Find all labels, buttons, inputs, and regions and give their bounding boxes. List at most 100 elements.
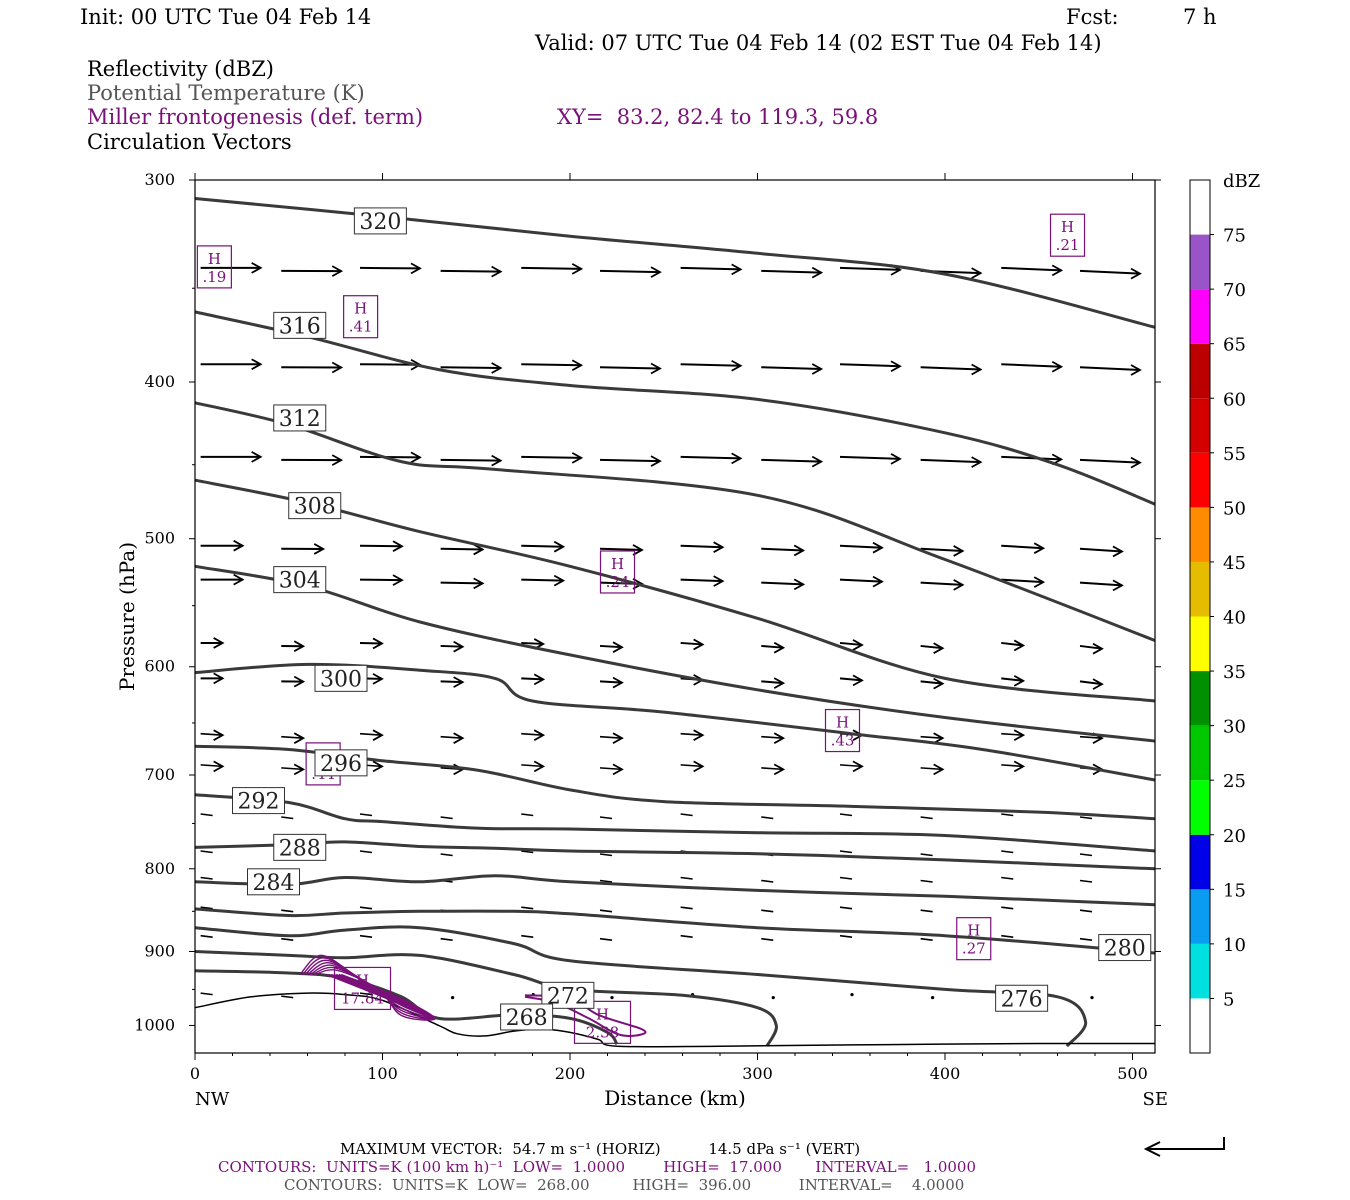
circulation-vector [359,641,383,645]
vector-arrowhead-icon [410,262,422,275]
fronto-contour [307,962,436,1020]
colorbar-swatch [1190,234,1210,290]
circulation-vector [920,853,933,857]
vector-arrowhead-icon [632,544,644,556]
circulation-vector [680,363,741,367]
field-theta: Potential Temperature (K) [87,81,365,105]
circulation-vector [440,581,483,585]
vector-arrowhead-icon [453,640,465,653]
vector-arrowhead-icon [392,540,404,552]
circulation-vector [920,644,943,650]
x-axis-label: Distance (km) [604,1086,746,1110]
vector-arrowhead-icon [693,638,705,651]
circulation-vector [281,909,294,913]
fronto-max-box [305,742,341,786]
theta-contour-308 [194,478,1156,703]
vector-arrowhead-icon [1112,545,1124,558]
colorbar-level: 60 [1223,389,1246,410]
colorbar-level: 75 [1223,226,1246,247]
vector-arrowhead-icon [953,579,965,591]
circulation-vector [440,767,463,771]
fronto-contour [309,964,436,1020]
fronto-max-letter: H [596,1005,609,1023]
colorbar-level: 55 [1223,444,1246,465]
colorbar-swatch [1190,561,1210,617]
vector-arrowhead-icon [693,674,705,686]
circulation-vector [359,876,373,880]
y-tick-label: 400 [144,372,175,391]
circulation-vector [761,458,822,463]
circulation-vector [1079,680,1103,686]
circulation-vector [839,934,853,938]
circulation-vector [839,266,901,271]
circulation-vector [839,455,901,460]
circulation-vector [359,906,373,910]
colorbar-level: 15 [1223,880,1246,901]
circulation-vector [359,813,373,817]
fronto-max-value: .21 [1056,236,1080,254]
fronto-max-value: .41 [349,318,373,336]
theta-contour-292 [194,793,1156,853]
circulation-vector [440,547,483,551]
circulation-vector [1001,544,1044,550]
circulation-vector [200,813,213,817]
circulation-vector [680,641,703,646]
circulation-vector [920,680,943,685]
vector-arrowhead-icon [933,732,945,744]
colorbar-level: 25 [1223,771,1246,792]
theta-contour-288 [194,840,1156,871]
reference-vector-arrow-icon [1143,1137,1225,1157]
circulation-vector [521,732,544,736]
circulation-vector [839,641,863,646]
colorbar-swatch [1190,452,1210,508]
circulation-vector [761,735,784,739]
vector-arrowhead-icon [1033,576,1046,588]
circulation-vector [1001,455,1062,461]
vector-arrowhead-icon [293,763,306,776]
circulation-vector [680,578,723,583]
theta-label-box [314,664,368,692]
circulation-vector [761,581,804,586]
theta-label-284: 284 [253,871,295,896]
x-tick-label: 400 [930,1064,961,1083]
vector-arrowhead-icon [533,760,546,773]
circulation-vector [680,906,693,910]
vector-arrowhead-icon [251,358,263,371]
circulation-vector [599,937,613,941]
vector-arrowhead-icon [971,267,983,279]
theta-label-box [288,492,342,520]
field-reflectivity: Reflectivity (dBZ) [87,57,275,81]
colorbar-level: 45 [1223,553,1246,574]
vector-arrowhead-icon [1092,642,1104,655]
vector-arrowhead-icon [1013,729,1026,741]
plot-frame [194,179,1156,1054]
circulation-vector [599,644,623,649]
theta-contour-296 [194,744,1156,821]
colorbar-swatch [1190,725,1210,781]
circulation-vector [359,578,403,582]
theta-label-308: 308 [294,495,336,520]
circulation-vector [281,995,294,999]
colorbar-swatch [1190,998,1210,1053]
vector-arrowhead-icon [890,360,902,373]
circulation-vector [521,641,544,645]
circulation-vector [920,366,981,371]
theta-label-312: 312 [279,407,321,432]
circulation-vector [1079,547,1123,553]
vector-arrowhead-icon [693,729,705,741]
fronto-contour [312,966,436,1021]
circulation-vector [599,879,613,883]
vector-arrowhead-icon [933,763,945,776]
circulation-vector [680,732,703,736]
vector-arrowhead-icon [971,363,983,376]
circulation-vector [521,578,564,582]
circulation-vector [1001,876,1014,880]
vector-arrowhead-icon [612,676,624,689]
vector-arrowhead-icon [872,541,884,554]
circulation-vector [839,906,853,910]
theta-label-box [541,981,595,1009]
circulation-vector [521,544,564,548]
valid-time: Valid: 07 UTC Tue 04 Feb 14 (02 EST Tue … [535,31,1102,55]
theta-label-box [273,311,327,339]
vector-arrowhead-icon [331,265,344,277]
